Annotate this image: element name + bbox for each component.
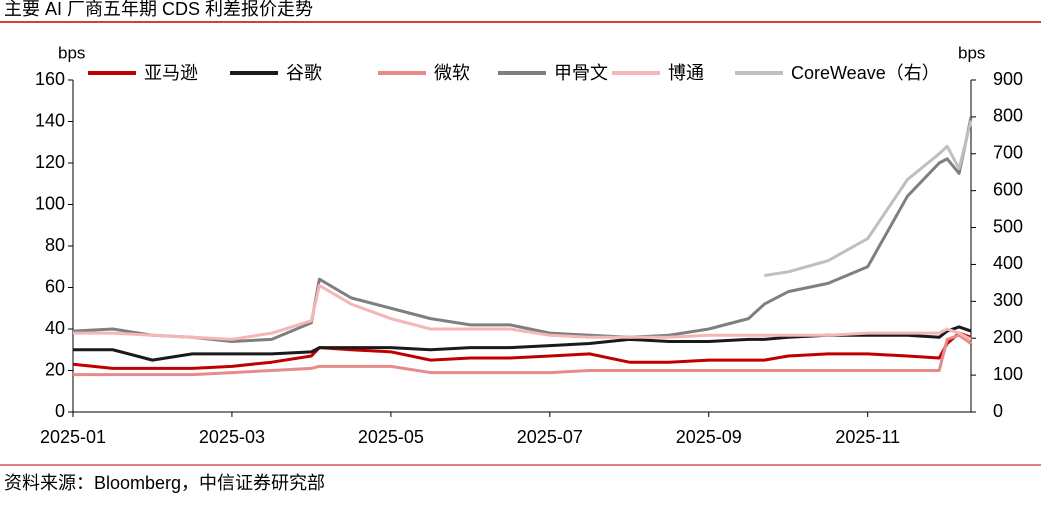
x-tick-label: 2025-07 xyxy=(517,427,583,447)
x-tick-label: 2025-11 xyxy=(835,427,900,447)
x-tick-label: 2025-09 xyxy=(676,427,742,447)
series-line xyxy=(73,333,972,377)
x-tick-label: 2025-03 xyxy=(199,427,265,447)
legend-label: 谷歌 xyxy=(286,63,322,83)
source: 资料来源：Bloomberg，中信证券研究部 xyxy=(4,473,325,493)
x-tick-label: 2025-01 xyxy=(40,427,106,447)
y-tick-label: 0 xyxy=(55,401,65,421)
y-tick-label: 140 xyxy=(35,110,65,130)
y2-tick-label: 600 xyxy=(993,179,1023,199)
y-tick-label: 80 xyxy=(45,235,65,255)
series-line xyxy=(72,331,972,370)
series-line xyxy=(72,117,973,343)
y-tick-label: 100 xyxy=(35,193,65,213)
legend-label: 博通 xyxy=(668,63,704,83)
y2-tick-label: 900 xyxy=(993,69,1023,89)
x-tick-label: 2025-05 xyxy=(358,427,424,447)
series-line xyxy=(764,120,973,277)
legend-label: CoreWeave（右） xyxy=(791,63,940,83)
legend-label: 微软 xyxy=(434,63,470,83)
series-line xyxy=(73,325,972,362)
y2-tick-label: 500 xyxy=(993,216,1023,236)
y2-axis-label: bps xyxy=(958,43,985,62)
y-tick-label: 60 xyxy=(45,276,65,296)
y2-tick-label: 300 xyxy=(993,290,1023,310)
y2-tick-label: 200 xyxy=(993,327,1023,347)
y-tick-label: 160 xyxy=(35,69,65,89)
y2-tick-label: 100 xyxy=(993,364,1023,384)
y2-tick-label: 0 xyxy=(993,401,1003,421)
legend-label: 亚马逊 xyxy=(144,63,198,83)
y-tick-label: 40 xyxy=(45,318,65,338)
y-tick-label: 20 xyxy=(45,359,65,379)
chart-title: 主要 AI 厂商五年期 CDS 利差报价走势 xyxy=(4,0,313,19)
y-axis-label: bps xyxy=(58,43,85,62)
legend-label: 甲骨文 xyxy=(554,63,608,83)
y2-tick-label: 700 xyxy=(993,143,1023,163)
series-line xyxy=(73,283,972,341)
y-tick-label: 120 xyxy=(35,152,65,172)
y2-tick-label: 800 xyxy=(993,106,1023,126)
y2-tick-label: 400 xyxy=(993,253,1023,273)
